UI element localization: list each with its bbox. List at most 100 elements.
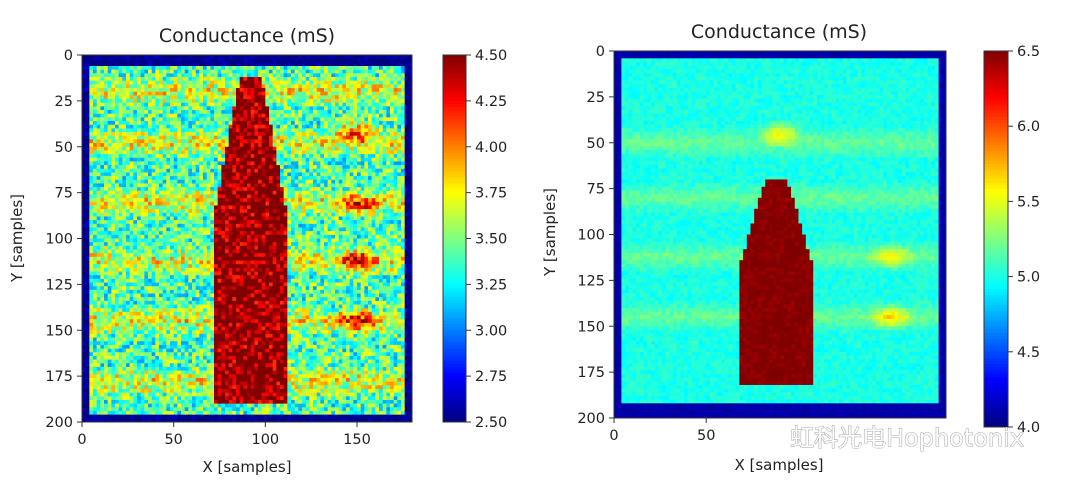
- heatmap-cell: [261, 238, 266, 243]
- heatmap-cell: [294, 113, 299, 118]
- heatmap-cell: [287, 84, 292, 89]
- heatmap-cell: [254, 165, 259, 170]
- heatmap-cell: [210, 168, 215, 173]
- heatmap-cell: [107, 187, 112, 192]
- heatmap-cell: [401, 176, 406, 181]
- heatmap-cell: [96, 150, 101, 155]
- heatmap-cell: [199, 187, 204, 192]
- heatmap-cell: [393, 238, 398, 243]
- heatmap-cell: [199, 157, 204, 162]
- heatmap-cell: [357, 69, 362, 74]
- heatmap-cell: [181, 198, 186, 203]
- heatmap-cell: [287, 249, 292, 254]
- heatmap-cell: [177, 88, 182, 93]
- heatmap-cell: [93, 187, 98, 192]
- heatmap-cell: [236, 220, 241, 225]
- heatmap-cell: [93, 128, 98, 133]
- heatmap-cell: [360, 84, 365, 89]
- heatmap-cell: [371, 201, 376, 206]
- heatmap-cell: [177, 194, 182, 199]
- heatmap-cell: [107, 135, 112, 140]
- heatmap-cell: [166, 143, 171, 148]
- heatmap-cell: [166, 99, 171, 104]
- heatmap-cell: [360, 242, 365, 247]
- heatmap-cell: [236, 165, 241, 170]
- heatmap-cell: [111, 110, 116, 115]
- heatmap-cell: [89, 198, 94, 203]
- heatmap-cell: [276, 55, 281, 60]
- heatmap-cell: [294, 69, 299, 74]
- heatmap-cell: [287, 253, 292, 258]
- heatmap-cell: [129, 121, 134, 126]
- heatmap-cell: [96, 227, 101, 232]
- heatmap-cell: [225, 245, 230, 250]
- heatmap-cell: [181, 231, 186, 236]
- heatmap-cell: [89, 183, 94, 188]
- heatmap-cell: [250, 88, 255, 93]
- heatmap-cell: [386, 245, 391, 250]
- heatmap-cell: [85, 161, 90, 166]
- heatmap-cell: [283, 95, 288, 100]
- heatmap-cell: [309, 157, 314, 162]
- heatmap-cell: [401, 62, 406, 67]
- heatmap-cell: [397, 106, 402, 111]
- heatmap-cell: [82, 135, 87, 140]
- heatmap-cell: [206, 187, 211, 192]
- heatmap-cell: [82, 121, 87, 126]
- heatmap-cell: [115, 95, 120, 100]
- heatmap-cell: [386, 190, 391, 195]
- heatmap-cell: [126, 223, 131, 228]
- heatmap-cell: [104, 205, 109, 210]
- heatmap-cell: [107, 183, 112, 188]
- heatmap-cell: [342, 58, 347, 63]
- heatmap-cell: [408, 106, 413, 111]
- heatmap-cell: [82, 179, 87, 184]
- heatmap-cell: [243, 69, 248, 74]
- heatmap-cell: [316, 183, 321, 188]
- heatmap-cell: [254, 62, 259, 67]
- heatmap-cell: [368, 227, 373, 232]
- heatmap-cell: [107, 220, 112, 225]
- heatmap-cell: [283, 216, 288, 221]
- heatmap-cell: [247, 168, 252, 173]
- heatmap-cell: [397, 216, 402, 221]
- heatmap-cell: [206, 113, 211, 118]
- heatmap-cell: [89, 102, 94, 107]
- heatmap-cell: [265, 201, 270, 206]
- heatmap-cell: [162, 121, 167, 126]
- heatmap-cell: [173, 113, 178, 118]
- heatmap-cell: [181, 168, 186, 173]
- heatmap-cell: [302, 154, 307, 159]
- heatmap-cell: [247, 205, 252, 210]
- heatmap-cell: [265, 135, 270, 140]
- heatmap-cell: [221, 139, 226, 144]
- heatmap-cell: [115, 113, 120, 118]
- heatmap-cell: [118, 124, 123, 129]
- heatmap-cell: [104, 128, 109, 133]
- heatmap-cell: [217, 212, 222, 217]
- heatmap-cell: [155, 69, 160, 74]
- heatmap-cell: [107, 176, 112, 181]
- heatmap-cell: [305, 113, 310, 118]
- heatmap-cell: [126, 73, 131, 78]
- heatmap-cell: [133, 179, 138, 184]
- heatmap-cell: [206, 253, 211, 258]
- heatmap-cell: [126, 231, 131, 236]
- heatmap-cell: [250, 179, 255, 184]
- heatmap-cell: [269, 187, 274, 192]
- heatmap-cell: [316, 201, 321, 206]
- heatmap-cell: [331, 172, 336, 177]
- heatmap-cell: [122, 69, 127, 74]
- heatmap-cell: [85, 55, 90, 60]
- heatmap-cell: [302, 143, 307, 148]
- heatmap-cell: [232, 58, 237, 63]
- heatmap-cell: [250, 154, 255, 159]
- heatmap-cell: [199, 205, 204, 210]
- heatmap-cell: [258, 135, 263, 140]
- heatmap-cell: [199, 190, 204, 195]
- heatmap-cell: [159, 165, 164, 170]
- heatmap-cell: [228, 220, 233, 225]
- heatmap-cell: [272, 161, 277, 166]
- heatmap-cell: [96, 110, 101, 115]
- heatmap-cell: [195, 143, 200, 148]
